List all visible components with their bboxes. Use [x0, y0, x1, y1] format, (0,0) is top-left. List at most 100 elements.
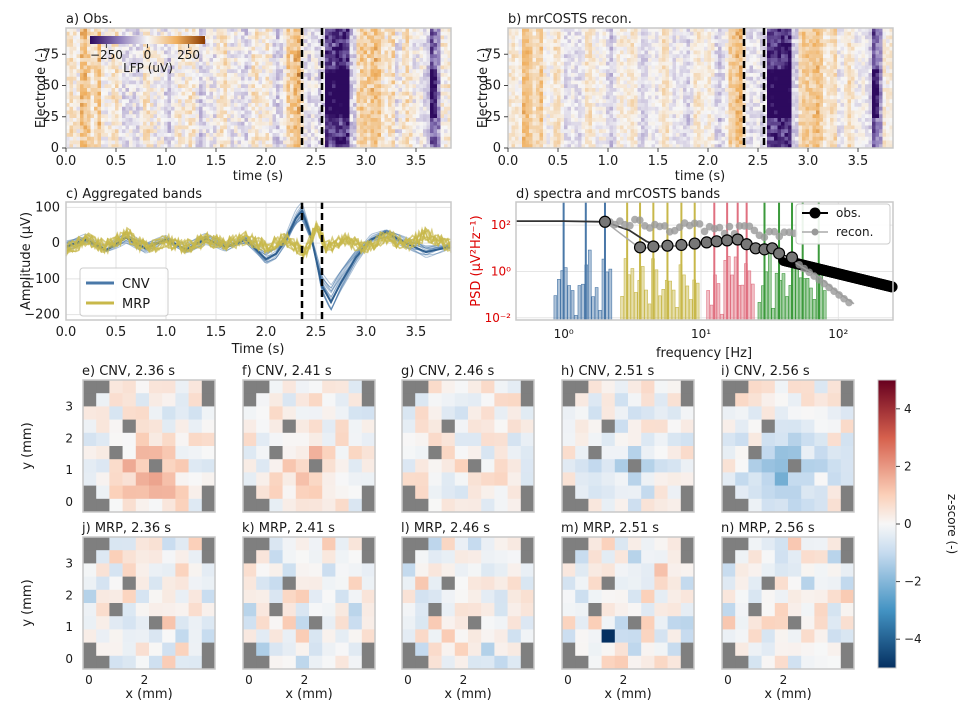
map-cell	[641, 563, 655, 577]
map-cell	[188, 498, 203, 513]
panel-b-xlabel: time (s)	[675, 169, 725, 184]
map-cell	[109, 589, 123, 604]
map-cell	[801, 537, 815, 551]
map-cell	[256, 419, 270, 434]
map-xtick: 2	[780, 673, 788, 687]
band-histogram-bar	[774, 272, 779, 321]
map-cell	[335, 537, 349, 551]
band-histogram-bar	[822, 290, 827, 321]
map-cell	[402, 642, 416, 657]
map-cell	[201, 459, 216, 473]
xtick-label: 2.5	[306, 154, 327, 169]
map-cell	[428, 459, 442, 473]
zscore-colorbar-tick: −4	[904, 632, 922, 646]
band-histogram-bar	[587, 249, 592, 321]
map-cell	[748, 550, 762, 564]
mrp-trace	[65, 223, 452, 259]
map-cell	[507, 655, 522, 670]
map-cell	[774, 550, 789, 564]
map-cell	[428, 603, 442, 617]
map-title: f) CNV, 2.41 s	[242, 364, 332, 379]
map-cell	[588, 485, 602, 500]
map-cell	[601, 393, 616, 407]
map-cell	[441, 498, 456, 513]
map-cell	[722, 498, 736, 513]
map-cell	[269, 616, 283, 630]
panel-d-xlabel: frequency [Hz]	[656, 346, 752, 361]
map-cell	[256, 550, 270, 564]
map-cell	[175, 603, 189, 617]
ytick-label: 10²	[491, 218, 511, 232]
map-cell	[735, 393, 749, 407]
band-histogram-bar	[671, 289, 676, 321]
map-cell	[614, 537, 629, 551]
map-cell	[269, 472, 283, 486]
map-cell	[348, 629, 363, 643]
map-cell	[628, 616, 642, 630]
map-cell	[269, 485, 283, 500]
map-cell	[654, 498, 668, 513]
map-cell	[667, 380, 682, 394]
map-cell	[601, 446, 616, 460]
map-cell	[588, 576, 602, 591]
map-ytick: 0	[65, 652, 73, 666]
map-cell	[588, 616, 602, 630]
map-cell	[322, 589, 336, 604]
map-cell	[840, 603, 855, 617]
map-cell	[481, 629, 495, 643]
map-xlabel: x (mm)	[444, 687, 491, 702]
map-cell	[83, 419, 97, 434]
map-cell	[840, 550, 855, 564]
map-cell	[735, 459, 749, 473]
map-cell	[774, 380, 789, 394]
map-cell	[575, 629, 589, 643]
map-cell	[814, 472, 828, 486]
map-cell	[122, 472, 137, 486]
panel-d-ylabel: PSD (μV²Hz⁻¹)	[469, 215, 484, 306]
map-cell	[256, 563, 270, 577]
map-cell	[162, 655, 176, 670]
map-cell	[601, 563, 616, 577]
map-cell	[680, 419, 695, 434]
map-cell	[96, 393, 110, 407]
map-cell	[562, 642, 576, 657]
map-cell	[628, 498, 642, 513]
map-cell	[188, 642, 203, 657]
map-cell	[135, 459, 150, 473]
map-cell	[680, 550, 695, 564]
map-cell	[761, 432, 776, 447]
map-cell	[722, 550, 736, 564]
map-cell	[295, 629, 310, 643]
map-cell	[96, 629, 110, 643]
map-cell	[722, 655, 736, 670]
map-cell	[415, 419, 429, 434]
map-cell	[801, 472, 815, 486]
map-cell	[628, 550, 642, 564]
map-cell	[188, 589, 203, 604]
map-cell	[122, 537, 137, 551]
panel-a-axes: 0.0 0.5 1.0 1.5 2.0 2.5 3.0 3.5 0 25 50 75	[42, 28, 426, 169]
map-cell	[309, 655, 323, 670]
map-cell	[827, 576, 842, 591]
map-cell	[96, 498, 110, 513]
map-cell	[175, 563, 189, 577]
map-cell	[641, 537, 655, 551]
map-cell	[507, 485, 522, 500]
map-cell	[256, 629, 270, 643]
map-cell	[269, 589, 283, 604]
map-cell	[441, 589, 456, 604]
map-cell	[788, 419, 802, 434]
map-cell	[162, 629, 176, 643]
map-cell	[309, 380, 323, 394]
band-histogram-bar	[757, 302, 762, 321]
ytick-label: 50	[42, 79, 59, 94]
map-cell	[162, 393, 176, 407]
xtick-label: 2.5	[748, 154, 769, 169]
map-cell	[601, 603, 616, 617]
map-cell	[520, 459, 535, 473]
map-ytick: 3	[65, 557, 73, 571]
map-cell	[562, 589, 576, 604]
map-cell	[415, 393, 429, 407]
map-cell	[243, 642, 257, 657]
map-cell	[149, 550, 163, 564]
